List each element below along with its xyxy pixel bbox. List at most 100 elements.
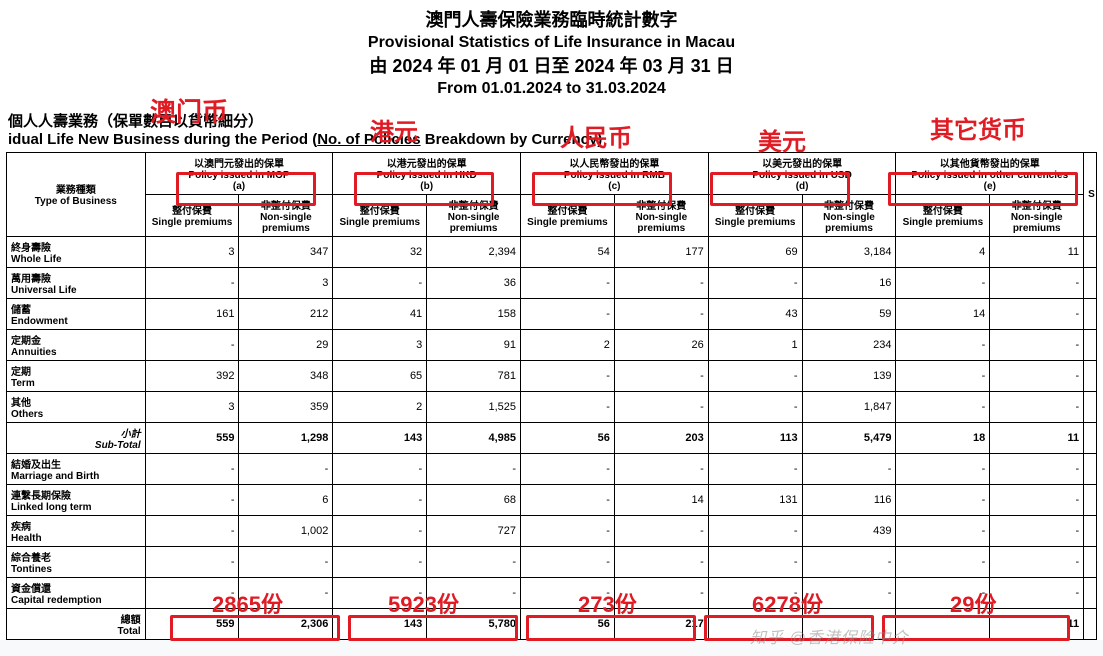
cell: - (614, 267, 708, 298)
cell: 5,479 (802, 422, 896, 453)
table-row: 小計Sub-Total5591,2981434,985562031135,479… (7, 422, 1097, 453)
cell: 14 (614, 484, 708, 515)
cell: 14 (896, 298, 990, 329)
cell-trailing (1084, 577, 1097, 608)
cell: - (896, 515, 990, 546)
cell: - (708, 267, 802, 298)
row-label: 綜合養老Tontines (7, 546, 146, 577)
row-label: 定期Term (7, 360, 146, 391)
cell: 781 (427, 360, 521, 391)
annotation-label: 人民币 (560, 118, 632, 153)
annotation-box (532, 172, 672, 206)
cell-trailing (1084, 236, 1097, 267)
table-row: 定期Term39234865781---139-- (7, 360, 1097, 391)
cell: - (333, 267, 427, 298)
cell: 36 (427, 267, 521, 298)
cell: 3,184 (802, 236, 896, 267)
cell: - (614, 360, 708, 391)
cell: 439 (802, 515, 896, 546)
cell: 2 (521, 329, 615, 360)
cell: 161 (145, 298, 239, 329)
row-label: 總額Total (7, 608, 146, 639)
cell: 18 (896, 422, 990, 453)
annotation-box (526, 615, 696, 641)
cell: - (990, 298, 1084, 329)
cell: - (521, 267, 615, 298)
cell: 1 (708, 329, 802, 360)
cell: 65 (333, 360, 427, 391)
cell: 11 (990, 236, 1084, 267)
annotation-box (710, 172, 850, 206)
row-label: 定期金Annuities (7, 329, 146, 360)
corner-header: 業務種類 Type of Business (7, 152, 146, 236)
table-row: 儲蓄Endowment16121241158--435914- (7, 298, 1097, 329)
cell: 234 (802, 329, 896, 360)
cell-trailing (1084, 515, 1097, 546)
row-label: 結婚及出生Marriage and Birth (7, 453, 146, 484)
cell: 3 (145, 391, 239, 422)
cell: 54 (521, 236, 615, 267)
cell: - (239, 453, 333, 484)
row-label: 萬用壽險Universal Life (7, 267, 146, 298)
cell: 32 (333, 236, 427, 267)
cell: - (145, 546, 239, 577)
cell: 2 (333, 391, 427, 422)
cell: - (990, 360, 1084, 391)
cell-trailing (1084, 391, 1097, 422)
cell: - (614, 453, 708, 484)
cell: 1,847 (802, 391, 896, 422)
annotation-box (348, 615, 518, 641)
cell: - (708, 515, 802, 546)
cell: 392 (145, 360, 239, 391)
cell: - (802, 453, 896, 484)
table-row: 綜合養老Tontines---------- (7, 546, 1097, 577)
cell: - (521, 546, 615, 577)
annotation-label: 其它货币 (930, 110, 1026, 145)
cell: - (802, 546, 896, 577)
cell: 2,394 (427, 236, 521, 267)
cell: - (896, 391, 990, 422)
cell: - (990, 267, 1084, 298)
cell: - (521, 298, 615, 329)
annotation-box (888, 172, 1078, 206)
table-row: 疾病Health-1,002-727---439-- (7, 515, 1097, 546)
row-label: 終身壽險Whole Life (7, 236, 146, 267)
cell: - (990, 453, 1084, 484)
cell: - (896, 453, 990, 484)
cell: - (614, 391, 708, 422)
cell: - (896, 267, 990, 298)
cell: 1,298 (239, 422, 333, 453)
row-label: 小計Sub-Total (7, 422, 146, 453)
cell: - (708, 453, 802, 484)
cell: - (896, 484, 990, 515)
cell: 41 (333, 298, 427, 329)
cell: 56 (521, 422, 615, 453)
table-body: 終身壽險Whole Life3347322,39454177693,184411… (7, 236, 1097, 639)
cell: 59 (802, 298, 896, 329)
corner-en: Type of Business (11, 196, 141, 207)
cell: 29 (239, 329, 333, 360)
cell-trailing (1084, 360, 1097, 391)
cell-trailing (1084, 329, 1097, 360)
cell: 68 (427, 484, 521, 515)
cell: 4 (896, 236, 990, 267)
cell: 91 (427, 329, 521, 360)
annotation-box (176, 172, 316, 206)
cell: 139 (802, 360, 896, 391)
table-row: 資金償還Capital redemption---------- (7, 577, 1097, 608)
cell: - (990, 484, 1084, 515)
cell: - (990, 546, 1084, 577)
cell: 113 (708, 422, 802, 453)
cell: 11 (990, 422, 1084, 453)
cell: - (521, 360, 615, 391)
cell: 43 (708, 298, 802, 329)
annotation-box (354, 172, 494, 206)
cell-trailing (1084, 422, 1097, 453)
cell-trailing (1084, 267, 1097, 298)
cell: - (333, 546, 427, 577)
cell: 4,985 (427, 422, 521, 453)
cell: - (521, 515, 615, 546)
cell: 177 (614, 236, 708, 267)
annotation-box (882, 615, 1070, 641)
row-label: 疾病Health (7, 515, 146, 546)
